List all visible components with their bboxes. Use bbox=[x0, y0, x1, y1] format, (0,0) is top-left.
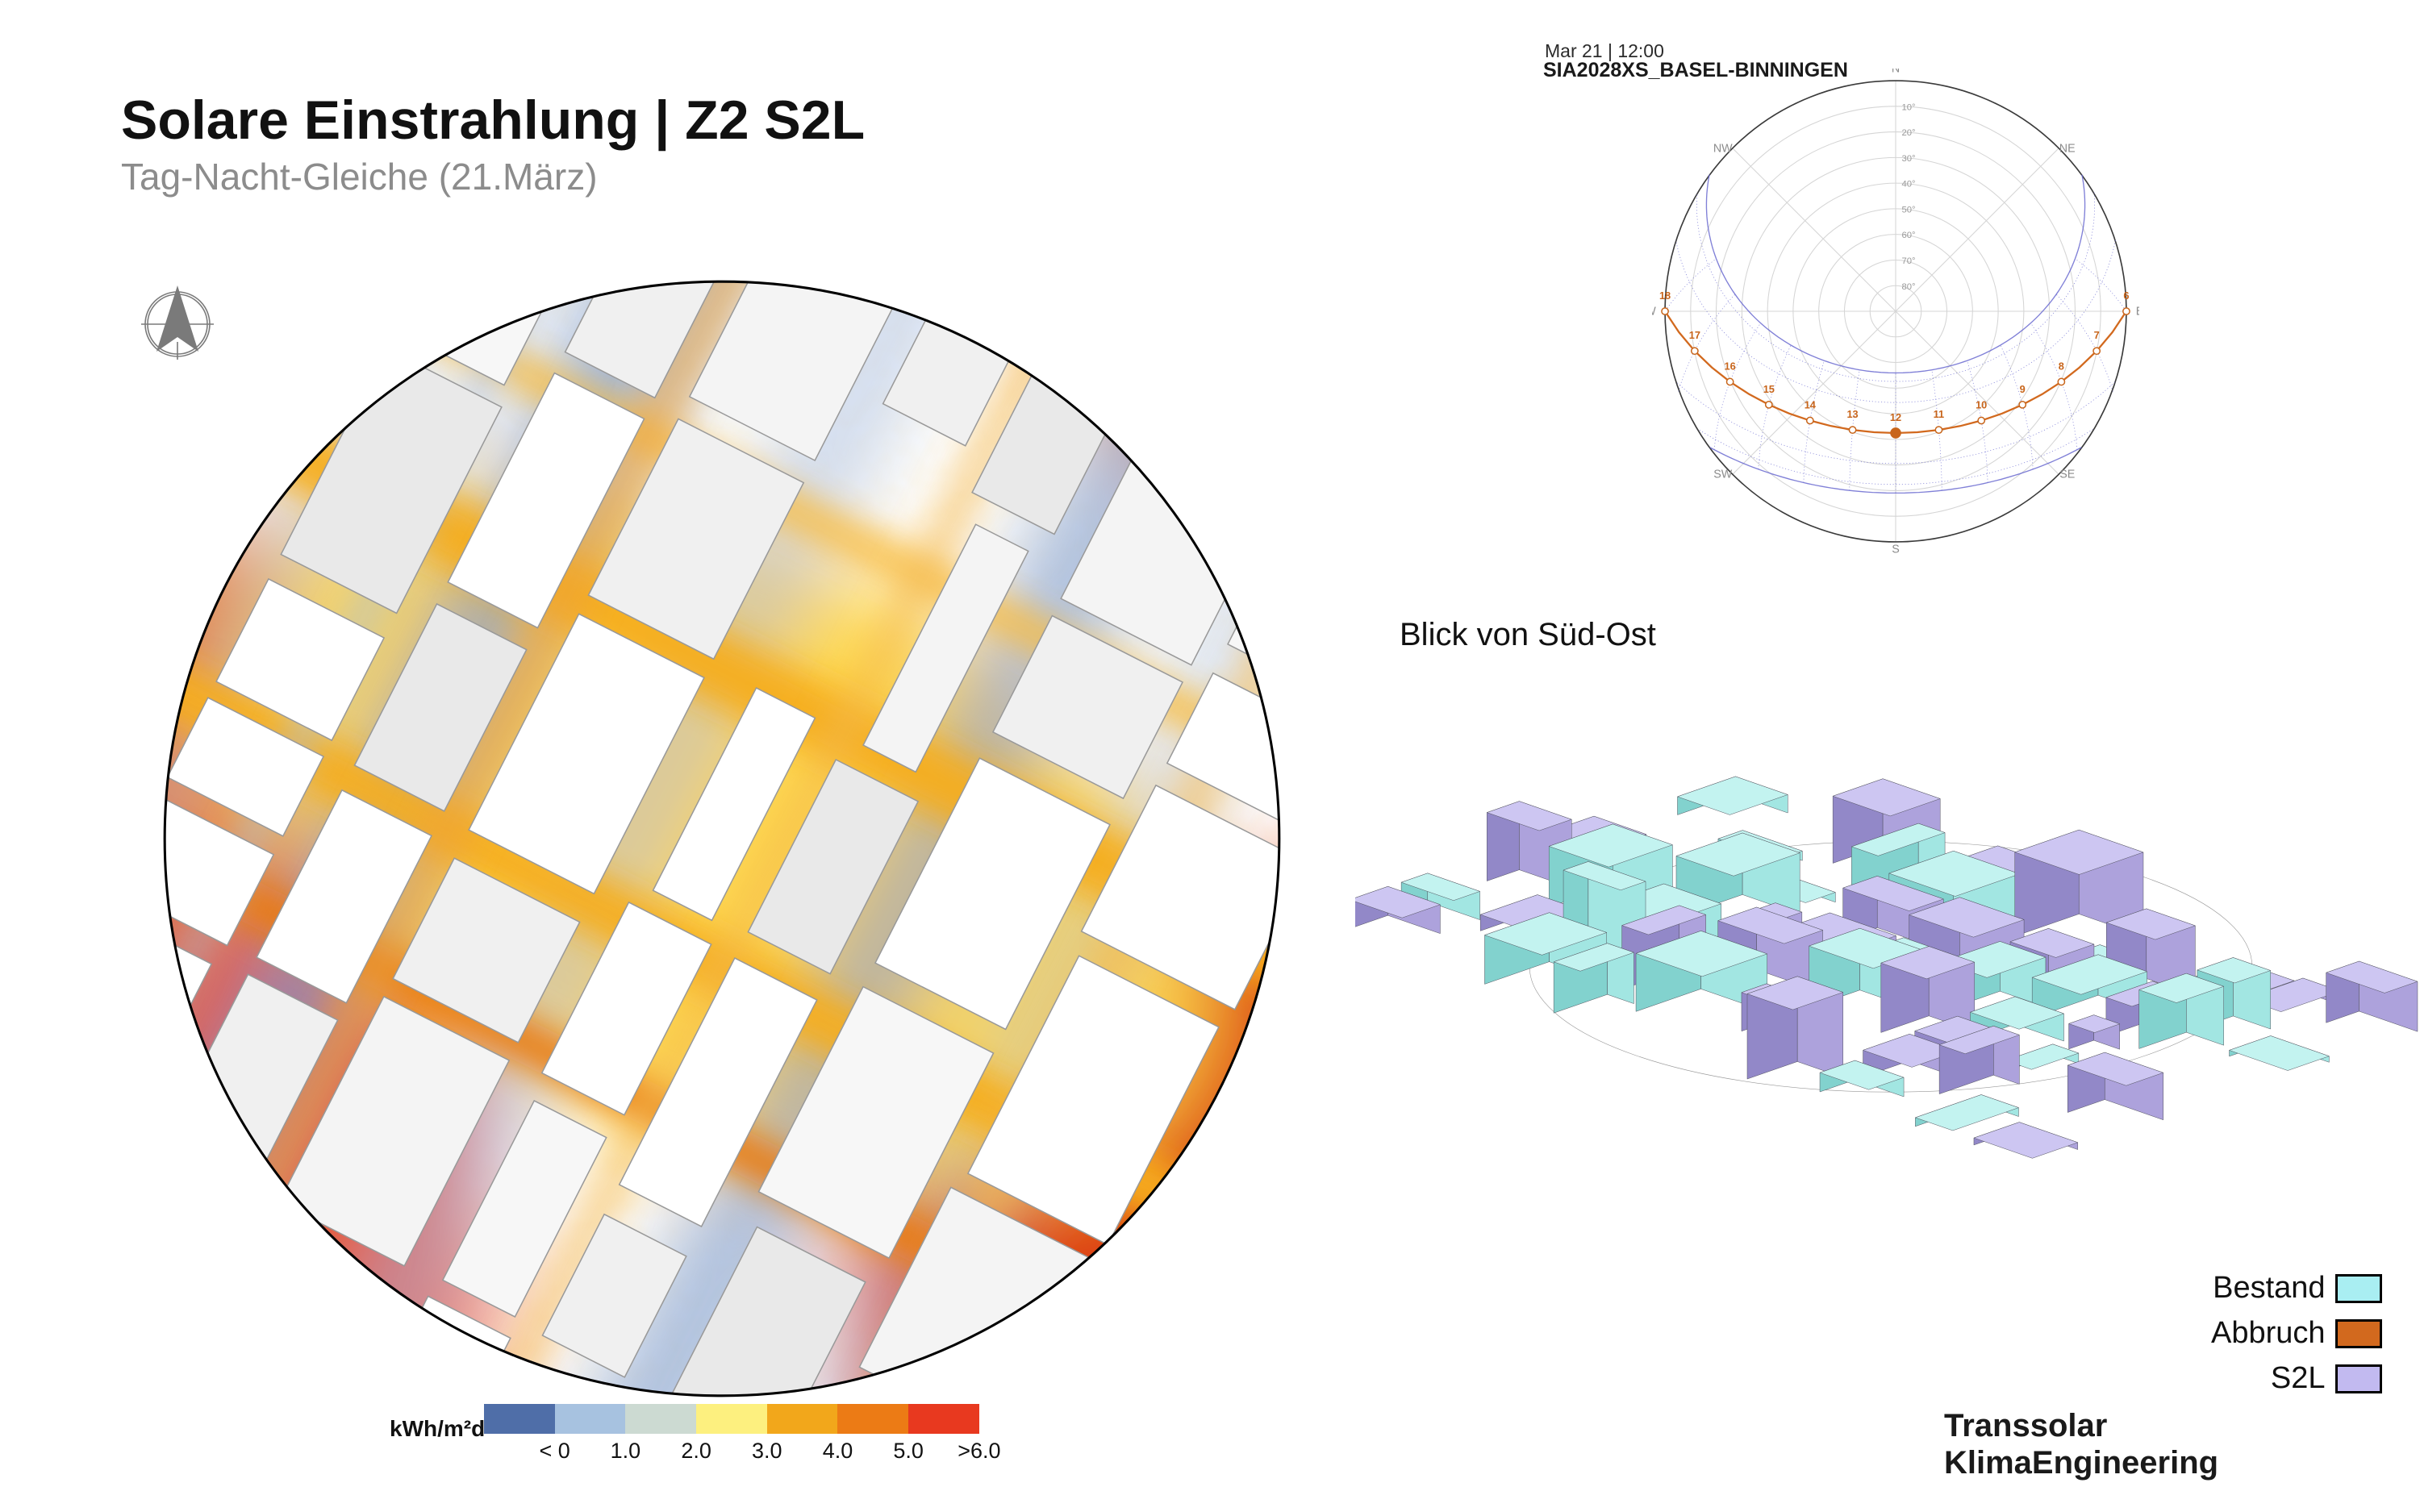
svg-text:SW: SW bbox=[1713, 469, 1733, 481]
svg-text:18: 18 bbox=[1659, 289, 1671, 302]
svg-text:S: S bbox=[1892, 543, 1900, 554]
svg-text:13: 13 bbox=[1846, 408, 1858, 420]
svg-text:6: 6 bbox=[2123, 289, 2129, 302]
svg-text:30°: 30° bbox=[1902, 154, 1916, 164]
svg-text:10°: 10° bbox=[1902, 102, 1916, 112]
svg-text:9: 9 bbox=[2020, 383, 2026, 395]
svg-text:E: E bbox=[2136, 306, 2139, 319]
svg-text:17: 17 bbox=[1689, 329, 1700, 341]
svg-text:40°: 40° bbox=[1902, 180, 1916, 190]
svg-text:8: 8 bbox=[2059, 360, 2064, 372]
svg-text:SE: SE bbox=[2059, 469, 2075, 481]
svg-text:60°: 60° bbox=[1902, 231, 1916, 240]
svg-text:12: 12 bbox=[1890, 411, 1901, 423]
svg-text:10: 10 bbox=[1976, 398, 1987, 410]
svg-text:11: 11 bbox=[1934, 408, 1945, 420]
svg-text:NW: NW bbox=[1713, 142, 1733, 155]
svg-text:N: N bbox=[1892, 69, 1900, 76]
svg-text:W: W bbox=[1652, 306, 1656, 319]
svg-text:70°: 70° bbox=[1902, 256, 1916, 266]
svg-text:20°: 20° bbox=[1902, 128, 1916, 138]
svg-text:14: 14 bbox=[1805, 398, 1817, 410]
svg-text:15: 15 bbox=[1763, 383, 1775, 395]
svg-text:7: 7 bbox=[2094, 329, 2100, 341]
svg-text:16: 16 bbox=[1725, 360, 1736, 372]
svg-text:50°: 50° bbox=[1902, 205, 1916, 215]
svg-text:80°: 80° bbox=[1902, 282, 1916, 292]
svg-text:NE: NE bbox=[2059, 142, 2076, 155]
